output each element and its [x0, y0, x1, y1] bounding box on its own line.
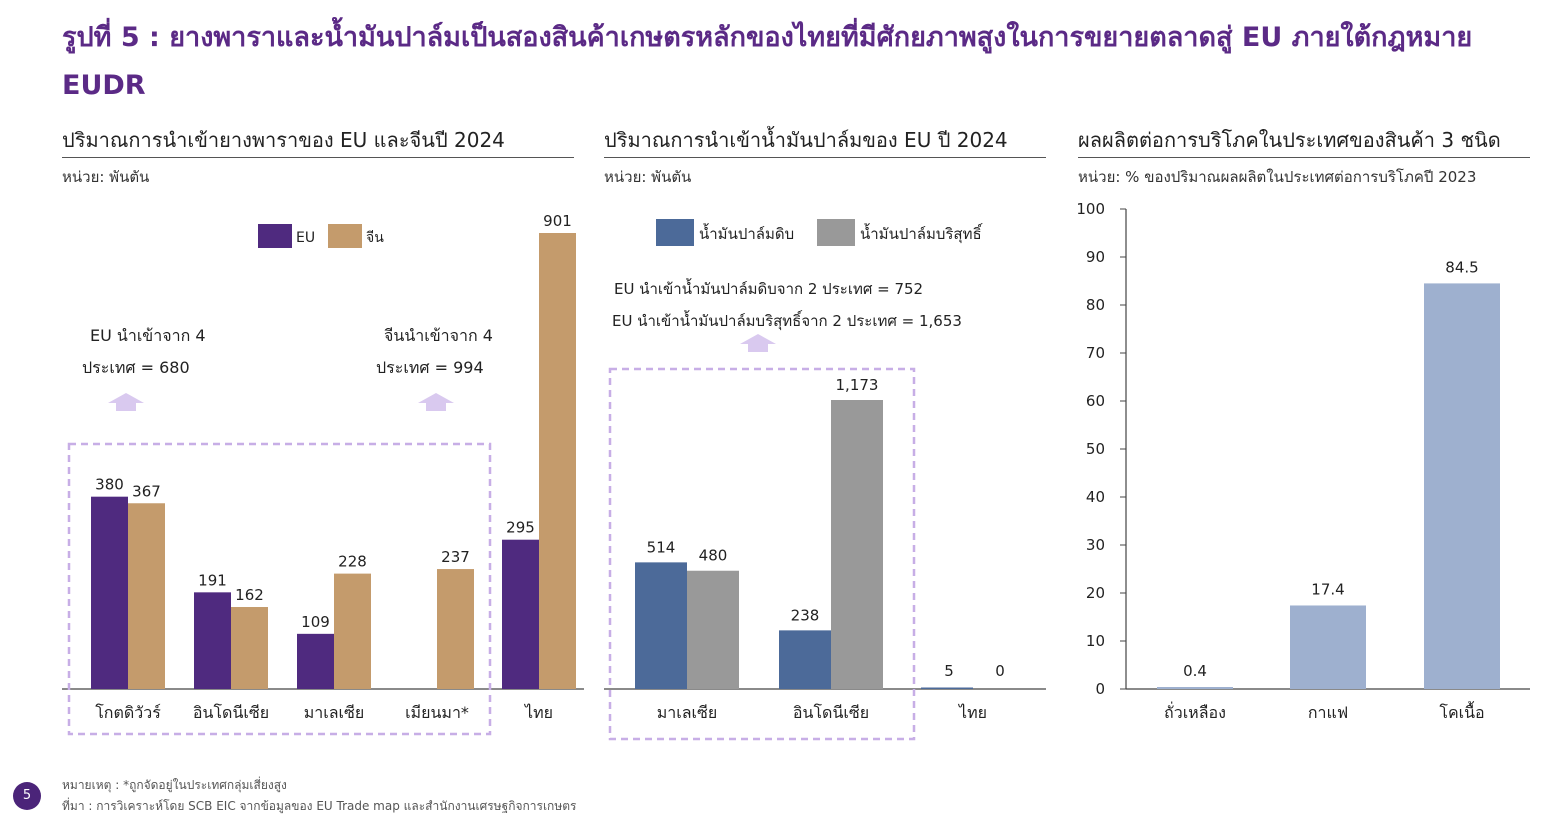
rubber-bar-china-4 — [539, 233, 576, 689]
ratio-tick-label: โคเนื้อ — [1439, 701, 1484, 722]
ratio-y-tick-label: 50 — [1086, 440, 1105, 458]
rubber-bar-eu-0 — [91, 496, 128, 689]
rubber-chart-title: ปริมาณการนำเข้ายางพาราของ EU และจีนปี 20… — [62, 128, 505, 152]
ratio-tick-label: ถั่วเหลือง — [1164, 701, 1226, 722]
rubber-bar-eu-1 — [194, 592, 231, 689]
palm-data-label: 514 — [647, 538, 676, 556]
rubber-data-label: 191 — [198, 571, 227, 589]
palm-legend-label: น้ำมันปาล์มบริสุทธิ์ — [860, 223, 983, 244]
page-title: รูปที่ 5 : ยางพาราและน้ำมันปาล์มเป็นสองส… — [62, 22, 1473, 101]
rubber-bar-eu-2 — [297, 633, 334, 689]
palm-data-label: 1,173 — [836, 376, 879, 394]
rubber-data-label: 237 — [441, 548, 470, 566]
rubber-legend-label: EU — [296, 230, 315, 246]
palm-title-rule — [604, 157, 1046, 158]
palm-unit: หน่วย: พันตัน — [604, 168, 692, 186]
up-arrow-icon — [108, 393, 144, 411]
palm-bar-refined-1 — [831, 400, 883, 689]
rubber-bar-china-0 — [128, 503, 165, 689]
palm-tick-label: มาเลเซีย — [657, 703, 718, 722]
rubber-data-label: 901 — [543, 212, 572, 230]
ratio-y-tick-label: 20 — [1086, 584, 1105, 602]
ratio-y-tick-label: 70 — [1086, 344, 1105, 362]
rubber-bar-china-2 — [334, 573, 371, 689]
palm-data-label: 0 — [995, 662, 1005, 680]
ratio-y-tick-label: 10 — [1086, 632, 1105, 650]
rubber-tick-label: อินโดนีเซีย — [193, 703, 269, 722]
palm-annotation-line1: EU นำเข้าน้ำมันปาล์มดิบจาก 2 ประเทศ = 75… — [614, 278, 923, 298]
ratio-y-tick-label: 100 — [1076, 200, 1105, 218]
rubber-data-label: 228 — [338, 553, 367, 571]
ratio-bar-0 — [1157, 687, 1233, 689]
rubber-tick-label: เมียนมา* — [405, 703, 469, 722]
ratio-data-label: 17.4 — [1311, 580, 1344, 598]
palm-bar-crude-1 — [779, 630, 831, 689]
rubber-bar-china-1 — [231, 607, 268, 689]
ratio-y-tick-label: 30 — [1086, 536, 1105, 554]
palm-tick-label: อินโดนีเซีย — [793, 703, 869, 722]
palm-bar-crude-2 — [921, 687, 973, 689]
rubber-legend-label: จีน — [366, 230, 384, 246]
footnote-source: ที่มา : การวิเคราะห์โดย SCB EIC จากข้อมู… — [62, 799, 577, 813]
rubber-data-label: 109 — [301, 613, 330, 631]
ratio-title-rule — [1078, 157, 1530, 158]
rubber-data-label: 367 — [132, 482, 161, 500]
rubber-annotation-line1: จีนนำเข้าจาก 4 — [384, 326, 493, 345]
ratio-y-tick-label: 40 — [1086, 488, 1105, 506]
palm-legend-label: น้ำมันปาล์มดิบ — [699, 223, 794, 243]
palm-legend-swatch — [817, 219, 855, 246]
palm-data-label: 480 — [699, 547, 728, 565]
palm-legend-swatch — [656, 219, 694, 246]
rubber-data-label: 162 — [235, 586, 264, 604]
rubber-bar-eu-4 — [502, 539, 539, 689]
ratio-unit: หน่วย: % ของปริมาณผลผลิตในประเทศต่อการบร… — [1078, 168, 1477, 186]
rubber-tick-label: ไทย — [523, 703, 553, 722]
rubber-legend-swatch — [328, 224, 362, 248]
ratio-y-tick-label: 80 — [1086, 296, 1105, 314]
rubber-annotation-line2: ประเทศ = 994 — [376, 358, 484, 377]
footnote-note: หมายเหตุ : *ถูกจัดอยู่ในประเทศกลุ่มเสี่ย… — [62, 778, 287, 792]
palm-data-label: 5 — [944, 662, 954, 680]
palm-annotation-line2: EU นำเข้าน้ำมันปาล์มบริสุทธิ์จาก 2 ประเท… — [612, 310, 962, 331]
rubber-bar-china-3 — [437, 569, 474, 689]
ratio-data-label: 84.5 — [1445, 258, 1478, 276]
rubber-annotation-line1: EU นำเข้าจาก 4 — [90, 326, 206, 345]
ratio-bar-1 — [1290, 605, 1366, 689]
ratio-y-tick-label: 60 — [1086, 392, 1105, 410]
up-arrow-icon — [740, 334, 776, 352]
ratio-bar-2 — [1424, 283, 1500, 689]
rubber-legend-swatch — [258, 224, 292, 248]
rubber-annotation-line2: ประเทศ = 680 — [82, 358, 190, 377]
up-arrow-icon — [418, 393, 454, 411]
rubber-unit: หน่วย: พันตัน — [62, 168, 150, 186]
palm-tick-label: ไทย — [957, 703, 987, 722]
ratio-data-label: 0.4 — [1183, 662, 1207, 680]
ratio-tick-label: กาแฟ — [1308, 703, 1348, 722]
rubber-data-label: 380 — [95, 476, 124, 494]
page-number-badge: 5 — [13, 782, 41, 810]
rubber-tick-label: โกตดิวัวร์ — [95, 703, 161, 722]
ratio-chart-title: ผลผลิตต่อการบริโภคในประเทศของสินค้า 3 ชน… — [1078, 128, 1501, 152]
rubber-group-box — [67, 442, 492, 736]
ratio-y-tick-label: 90 — [1086, 248, 1105, 266]
palm-data-label: 238 — [791, 606, 820, 624]
rubber-title-rule — [62, 157, 574, 158]
palm-bar-crude-0 — [635, 562, 687, 689]
ratio-y-tick-label: 0 — [1095, 680, 1105, 698]
palm-bar-refined-0 — [687, 570, 739, 689]
rubber-data-label: 295 — [506, 519, 535, 537]
palm-chart-title: ปริมาณการนำเข้าน้ำมันปาล์มของ EU ปี 2024 — [604, 128, 1008, 152]
rubber-tick-label: มาเลเซีย — [304, 703, 365, 722]
